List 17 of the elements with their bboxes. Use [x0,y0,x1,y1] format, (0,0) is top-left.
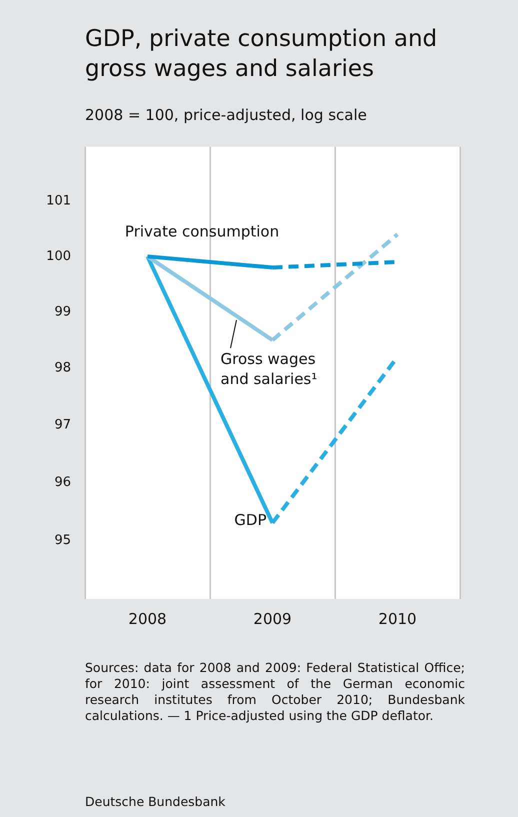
chart-title: GDP, private consumption and gross wages and salaries [85,25,438,84]
y-tick-label: 99 [54,304,71,320]
series-label: Private consumption [124,222,280,240]
y-tick-label: 96 [54,474,71,490]
y-tick-label: 101 [46,194,71,209]
text: Deutsche Bundesbank [85,794,226,809]
y-tick-label: 95 [54,532,71,548]
x-tick-label: 2010 [378,610,417,628]
x-tick-label: 2009 [253,610,292,628]
series-label: Gross wages and salaries¹ [220,350,318,388]
source-note: Sources: data for 2008 and 2009: Federal Statistical Office; for 2010: joint assessment of the German economic research institutes from October 2010; Bundesbank calculations. — 1 Price-adjusted using the GDP deflator. [85,660,465,724]
y-tick-label: 100 [46,248,71,264]
y-tick-label: 98 [54,360,71,376]
chart-subtitle: 2008 = 100, price-adjusted, log scale [85,106,367,124]
series-label: GDP [234,510,266,529]
y-tick-label: 97 [54,417,71,432]
x-tick-label: 2008 [128,610,167,628]
